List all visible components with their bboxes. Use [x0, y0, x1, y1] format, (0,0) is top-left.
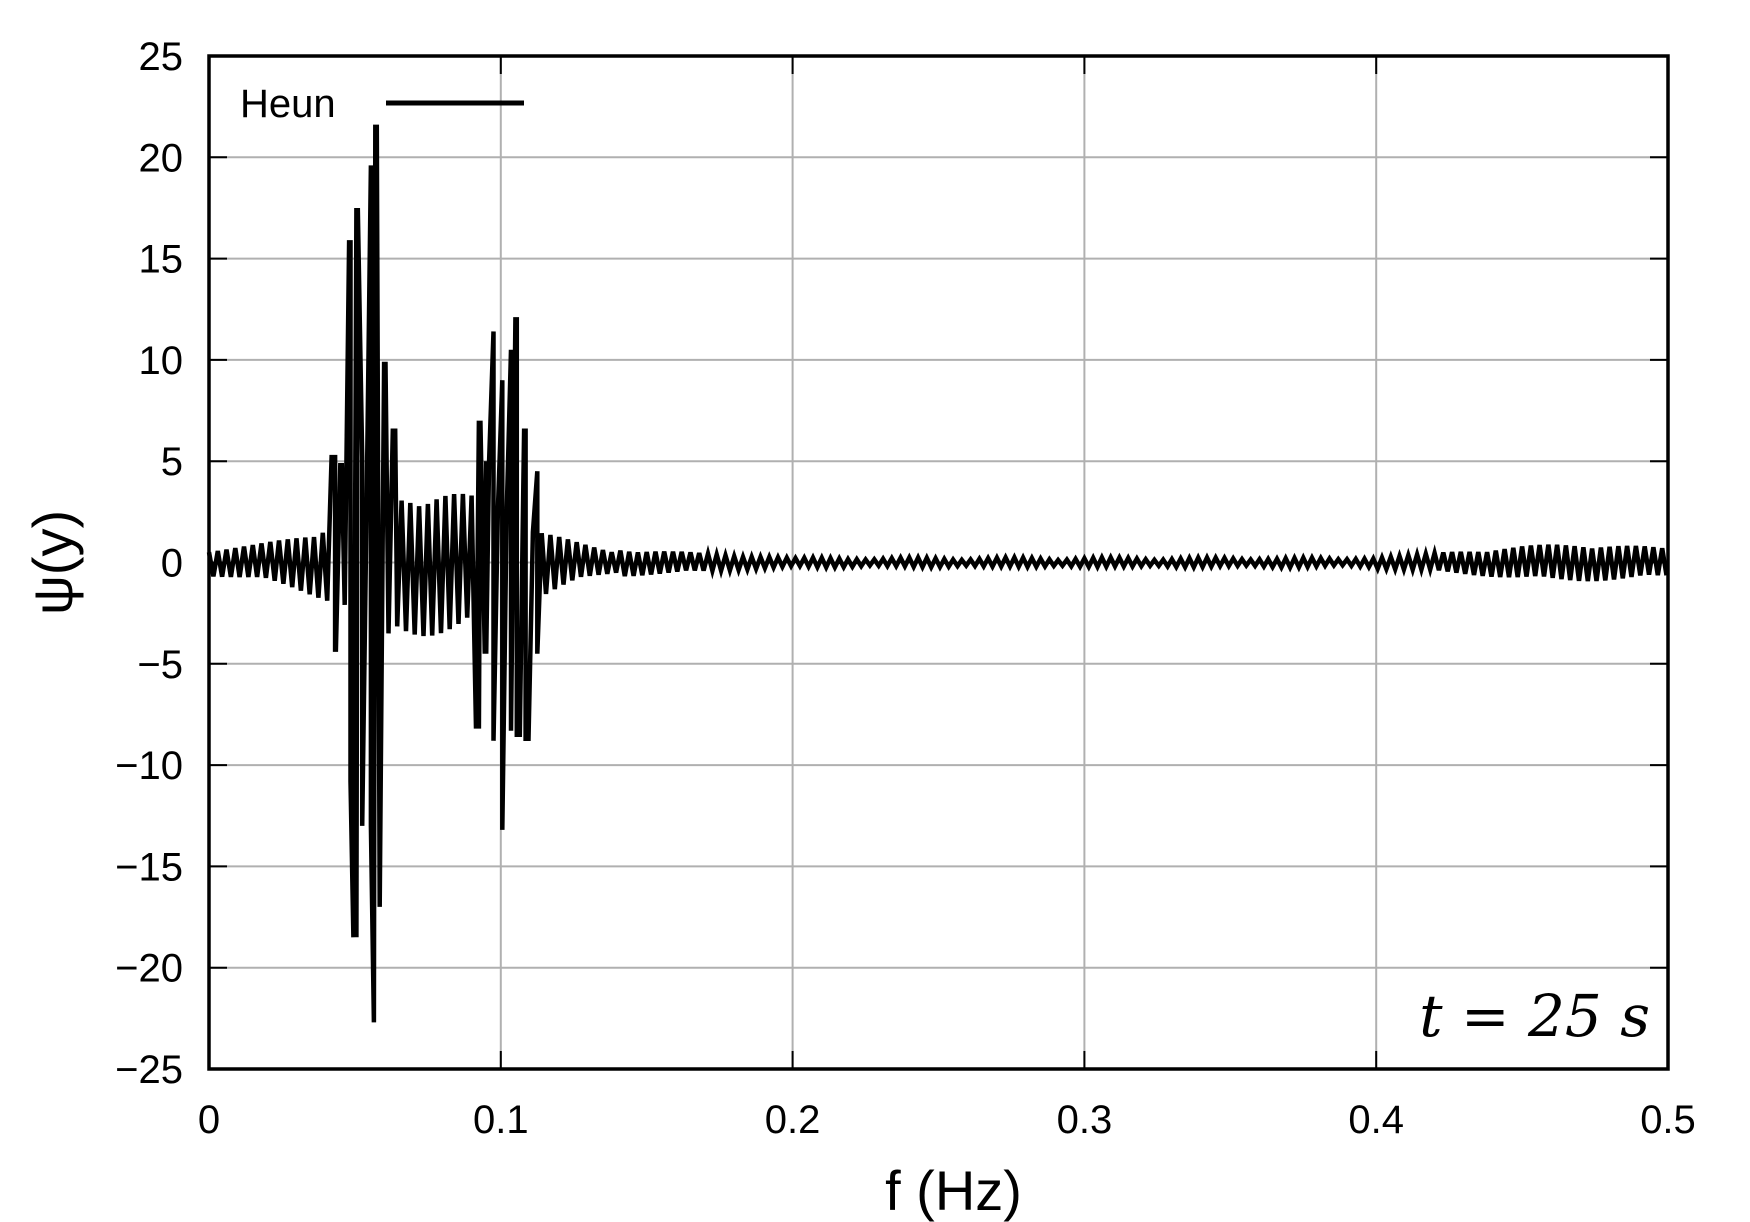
y-tick-label: −15 — [115, 845, 183, 889]
y-tick-label: −20 — [115, 947, 183, 991]
x-tick-label: 0.5 — [1640, 1098, 1696, 1142]
series — [206, 124, 1669, 1023]
series-line-heun — [206, 124, 1669, 1023]
ticks: 0 0.1 0.2 0.3 0.4 0.5 25 20 15 10 5 0 −5 −10 −15 −20 −25 — [115, 35, 1696, 1142]
x-tick-label: 0 — [198, 1098, 220, 1142]
x-tick-label: 0.2 — [765, 1098, 821, 1142]
y-tick-label: 20 — [139, 136, 184, 180]
x-axis-title: f (Hz) — [885, 1159, 1022, 1222]
legend-label-heun: Heun — [240, 82, 336, 126]
y-axis-title: ψ(y) — [21, 510, 84, 615]
plot-frame — [207, 54, 1670, 1071]
y-tick-label: 25 — [139, 35, 184, 79]
time-annotation: t = 25 s — [1419, 982, 1650, 1050]
y-tick-label: −5 — [137, 643, 183, 687]
y-tick-label: 5 — [161, 440, 183, 484]
y-tick-label: 0 — [161, 542, 183, 586]
y-tick-label: 10 — [139, 339, 184, 383]
x-tick-label: 0.4 — [1348, 1098, 1404, 1142]
y-tick-label: 15 — [139, 238, 184, 282]
x-tick-label: 0.1 — [473, 1098, 529, 1142]
y-tick-label: −25 — [115, 1048, 183, 1092]
x-tick-label: 0.3 — [1057, 1098, 1113, 1142]
legend: Heun — [240, 82, 524, 126]
y-tick-label: −10 — [115, 744, 183, 788]
